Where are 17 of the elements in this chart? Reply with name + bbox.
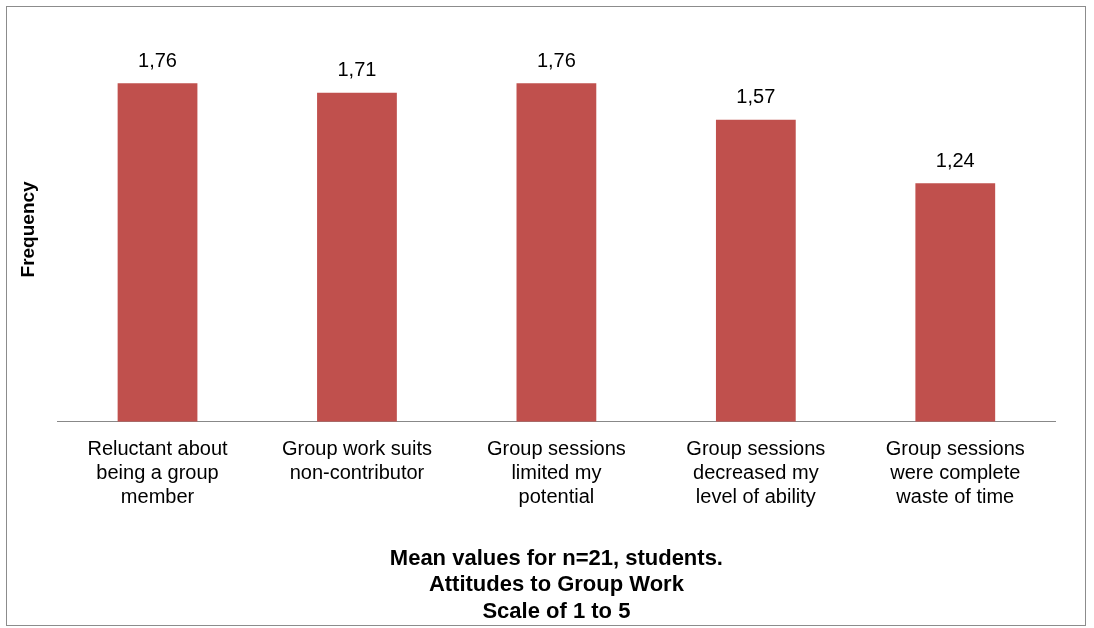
bar bbox=[715, 119, 796, 422]
x-tick-label: Reluctant about being a group member bbox=[87, 437, 229, 508]
bar bbox=[117, 83, 198, 422]
data-label: 1,76 bbox=[536, 48, 576, 71]
data-label: 1,57 bbox=[736, 85, 776, 108]
x-tick-label: Group sessions decreased my level of ability bbox=[686, 437, 826, 508]
x-tick-label: Group work suits non-contributor bbox=[281, 437, 432, 484]
bar bbox=[516, 83, 597, 422]
bar bbox=[317, 92, 397, 422]
data-label: 1,76 bbox=[138, 48, 177, 71]
y-axis-title: Frequency bbox=[16, 180, 38, 278]
x-axis-title: Mean values for n=21, students. Attitudes to Group Work Scale of 1 to 5 bbox=[389, 545, 723, 623]
data-label: 1,24 bbox=[935, 148, 975, 171]
x-tick-label: Group sessions limited my potential bbox=[486, 437, 626, 508]
bar bbox=[915, 183, 996, 422]
data-label: 1,71 bbox=[337, 58, 377, 81]
x-tick-label: Group sessions were complete waste of time bbox=[885, 437, 1025, 508]
